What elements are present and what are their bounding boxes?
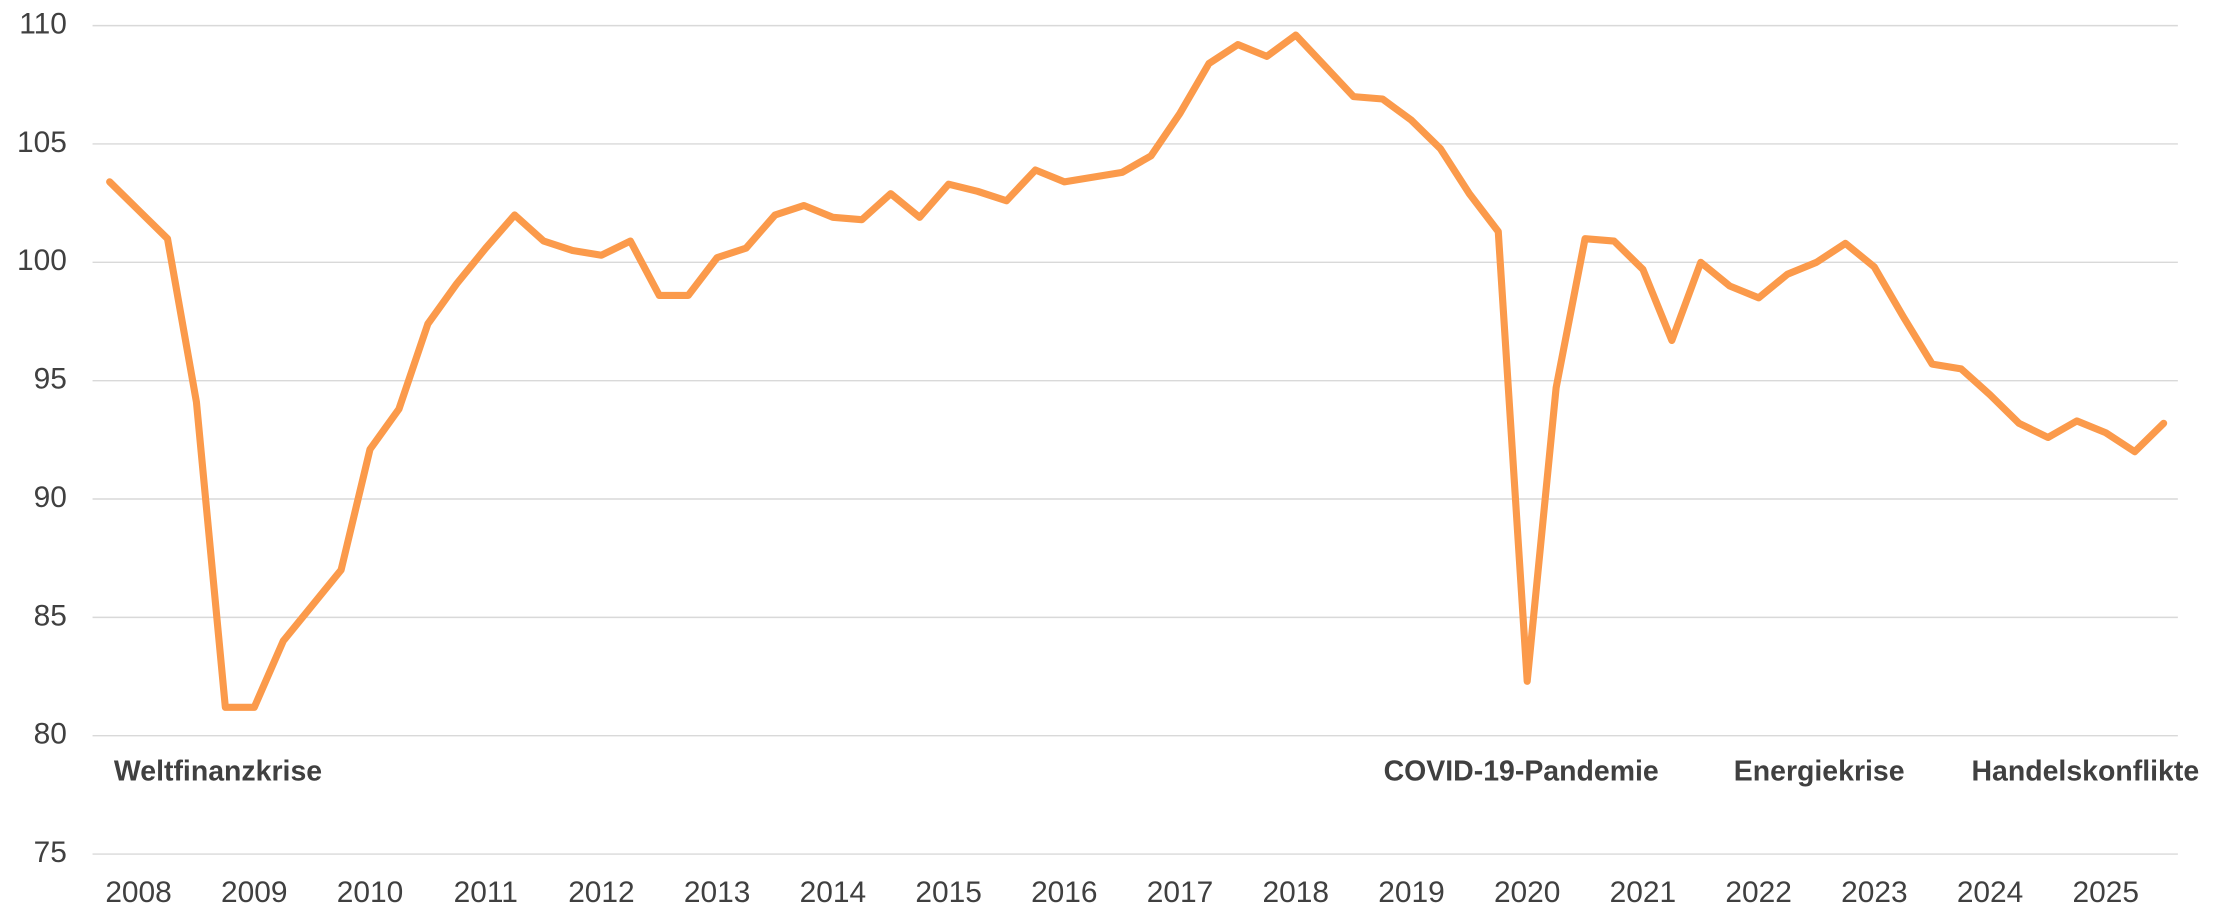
y-tick-label: 85 [34,599,67,632]
y-tick-label: 80 [34,718,67,751]
x-tick-label: 2023 [1841,876,1907,909]
x-tick-label: 2019 [1378,876,1444,909]
x-tick-label: 2008 [105,876,171,909]
x-tick-label: 2012 [568,876,634,909]
x-tick-label: 2021 [1610,876,1676,909]
x-tick-label: 2018 [1263,876,1329,909]
x-tick-label: 2016 [1031,876,1097,909]
x-tick-label: 2014 [800,876,866,909]
annotation: Handelskonflikte [1971,755,2199,787]
x-tick-label: 2011 [454,876,518,909]
annotation: Energiekrise [1734,755,1905,787]
annotation: Weltfinanzkrise [114,755,322,787]
y-tick-label: 95 [34,363,67,396]
y-tick-label: 105 [17,126,67,159]
x-tick-label: 2022 [1725,876,1791,909]
annotation: COVID-19-Pandemie [1384,755,1659,787]
y-tick-label: 100 [17,244,67,277]
y-tick-label: 110 [19,8,67,41]
y-tick-label: 90 [34,481,67,514]
x-tick-label: 2013 [684,876,750,909]
x-tick-label: 2010 [337,876,403,909]
x-tick-label: 2020 [1494,876,1560,909]
x-tick-label: 2024 [1957,876,2023,909]
x-tick-label: 2009 [221,876,287,909]
x-tick-label: 2017 [1147,876,1213,909]
x-tick-label: 2025 [2073,876,2139,909]
data-line [106,31,2168,711]
y-tick-label: 75 [34,836,67,869]
x-tick-label: 2015 [915,876,981,909]
